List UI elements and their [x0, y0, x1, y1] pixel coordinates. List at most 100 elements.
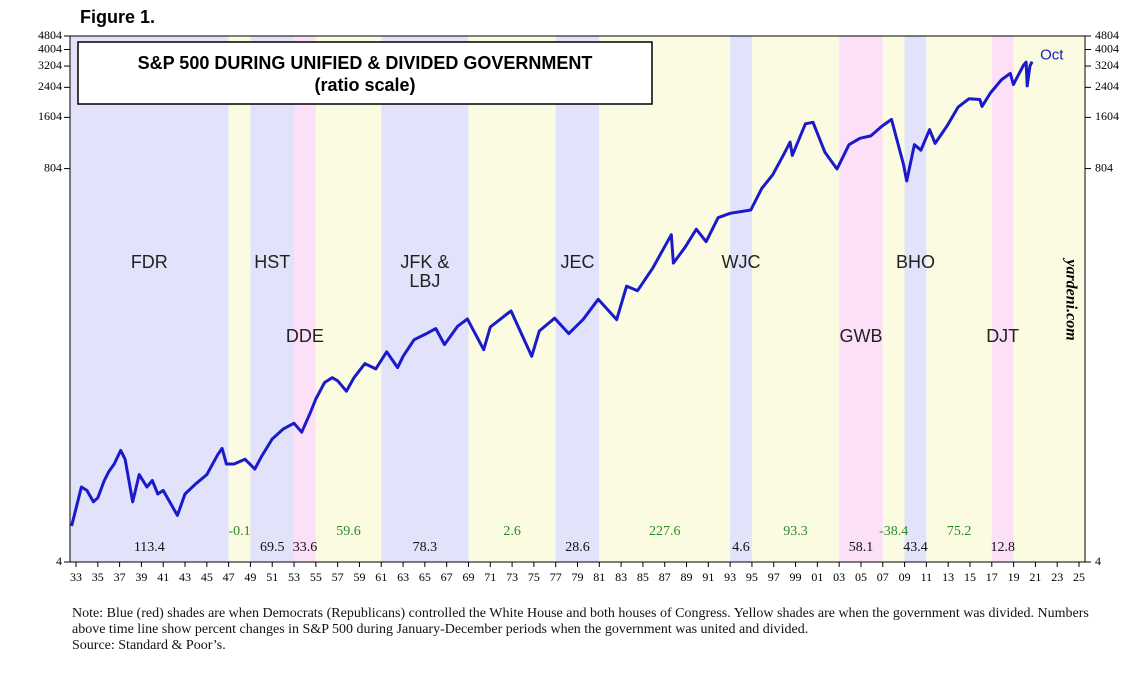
chart-title: S&P 500 DURING UNIFIED & DIVIDED GOVERNM… — [138, 53, 593, 73]
x-tick-label: 03 — [833, 570, 845, 584]
change-label: -0.1 — [228, 524, 250, 539]
change-label: 93.3 — [783, 524, 808, 539]
x-tick-label: 43 — [179, 570, 191, 584]
x-tick-label: 79 — [572, 570, 584, 584]
shade-region — [882, 36, 905, 562]
shade-region — [228, 36, 251, 562]
x-tick-label: 07 — [877, 570, 889, 584]
shade-region — [926, 36, 992, 562]
x-tick-label: 81 — [593, 570, 605, 584]
y-tick-label: 4 — [56, 554, 62, 568]
x-tick-label: 59 — [353, 570, 365, 584]
change-label: 75.2 — [947, 524, 972, 539]
x-tick-label: 55 — [310, 570, 322, 584]
change-label: 33.6 — [293, 540, 318, 555]
shade-region — [70, 36, 229, 562]
x-tick-label: 33 — [70, 570, 82, 584]
x-tick-label: 53 — [288, 570, 300, 584]
change-label: 28.6 — [565, 540, 590, 555]
president-label: BHO — [895, 252, 935, 272]
x-tick-label: 09 — [899, 570, 911, 584]
x-tick-label: 25 — [1073, 570, 1085, 584]
x-tick-label: 57 — [332, 570, 344, 584]
change-label: 58.1 — [849, 540, 874, 555]
x-tick-label: 19 — [1008, 570, 1020, 584]
x-tick-label: 73 — [506, 570, 518, 584]
x-tick-label: 47 — [223, 570, 235, 584]
x-tick-label: 51 — [266, 570, 278, 584]
title-box — [77, 41, 653, 105]
x-tick-label: 77 — [550, 570, 562, 584]
y-tick-label: 2404 — [38, 79, 62, 93]
x-tick-label: 93 — [724, 570, 736, 584]
y-tick-label: 1604 — [38, 109, 62, 123]
change-label: 12.8 — [990, 540, 1015, 555]
change-label: 4.6 — [732, 540, 750, 555]
x-tick-label: 99 — [790, 570, 802, 584]
x-tick-label: 17 — [986, 570, 998, 584]
shade-region — [839, 36, 883, 562]
change-label: 59.6 — [336, 524, 361, 539]
president-label: WJC — [721, 252, 761, 272]
y-tick-label: 1604 — [1095, 109, 1119, 123]
x-tick-label: 49 — [244, 570, 256, 584]
president-label: DDE — [285, 326, 324, 346]
x-tick-label: 05 — [855, 570, 867, 584]
change-label: 227.6 — [649, 524, 681, 539]
shade-region — [381, 36, 469, 562]
shade-region — [730, 36, 752, 562]
y-tick-label: 3204 — [38, 58, 62, 72]
x-tick-label: 65 — [419, 570, 431, 584]
x-tick-label: 85 — [637, 570, 649, 584]
shade-region — [751, 36, 840, 562]
x-tick-label: 69 — [462, 570, 474, 584]
x-tick-label: 67 — [441, 570, 453, 584]
president-label: DJT — [986, 326, 1020, 346]
shade-region — [294, 36, 316, 562]
y-tick-label: 4004 — [1095, 41, 1119, 55]
change-label: 43.4 — [903, 540, 928, 555]
y-tick-label: 3204 — [1095, 58, 1119, 72]
note: Note: Blue (red) shades are when Democra… — [72, 606, 1112, 654]
x-tick-label: 61 — [375, 570, 387, 584]
y-tick-label: 4804 — [38, 28, 62, 42]
shade-region — [555, 36, 600, 562]
x-tick-label: 91 — [702, 570, 714, 584]
y-tick-label: 4 — [1095, 554, 1101, 568]
x-tick-label: 95 — [746, 570, 758, 584]
shade-region — [250, 36, 295, 562]
x-tick-label: 21 — [1029, 570, 1041, 584]
x-tick-label: 45 — [201, 570, 213, 584]
x-tick-label: 37 — [114, 570, 126, 584]
shade-region — [468, 36, 556, 562]
y-tick-label: 4804 — [1095, 28, 1119, 42]
x-tick-label: 89 — [681, 570, 693, 584]
end-label: Oct — [1040, 47, 1064, 64]
note-text: Note: Blue (red) shades are when Democra… — [72, 606, 1089, 637]
x-tick-label: 97 — [768, 570, 780, 584]
change-label: -38.4 — [879, 524, 908, 539]
x-tick-label: 71 — [484, 570, 496, 584]
x-tick-label: 13 — [942, 570, 954, 584]
shade-region — [991, 36, 1014, 562]
change-label: 78.3 — [413, 540, 438, 555]
x-tick-label: 35 — [92, 570, 104, 584]
change-label: 2.6 — [503, 524, 521, 539]
source-text: Source: Standard & Poor’s. — [72, 638, 226, 653]
chart-subtitle: (ratio scale) — [314, 75, 415, 95]
y-tick-label: 804 — [1095, 160, 1113, 174]
shade-region — [1013, 36, 1085, 562]
president-label: JEC — [560, 252, 595, 272]
shade-region — [599, 36, 731, 562]
x-tick-label: 39 — [135, 570, 147, 584]
x-tick-label: 01 — [811, 570, 823, 584]
president-label: GWB — [839, 326, 883, 346]
y-tick-label: 804 — [44, 160, 62, 174]
x-tick-label: 83 — [615, 570, 627, 584]
x-tick-label: 11 — [921, 570, 933, 584]
shade-region — [904, 36, 927, 562]
president-label: HST — [254, 252, 291, 272]
y-tick-label: 4004 — [38, 41, 62, 55]
